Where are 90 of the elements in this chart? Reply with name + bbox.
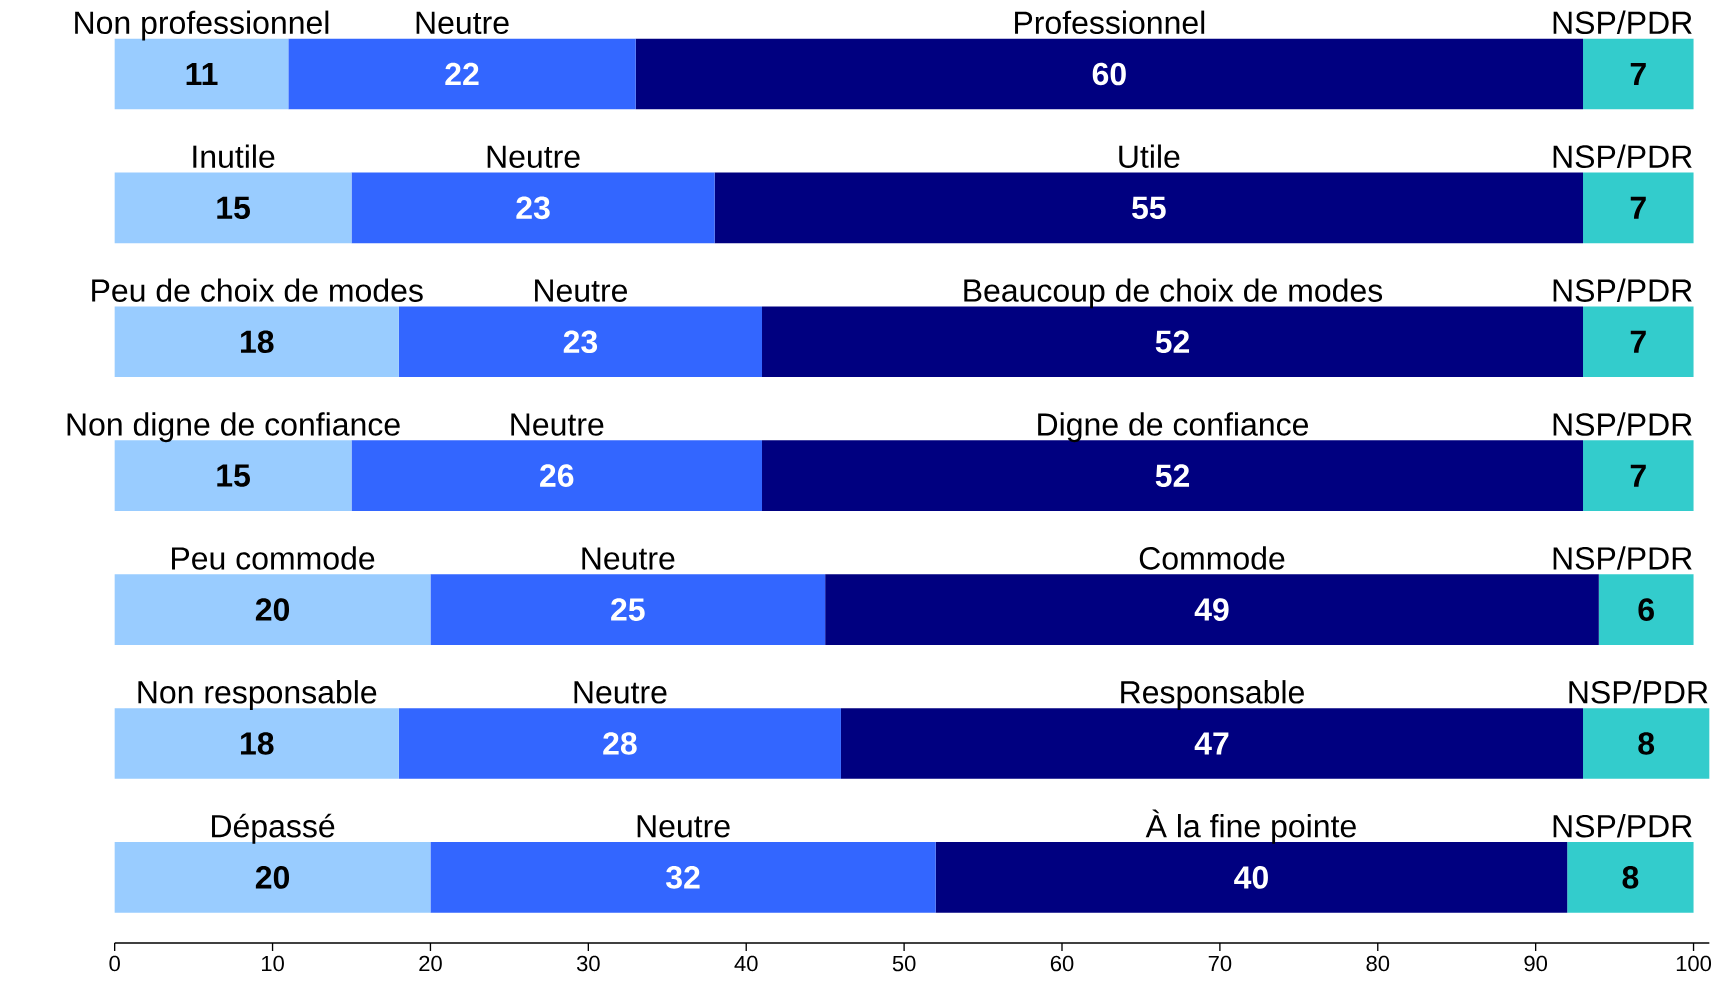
bar	[1598, 574, 1694, 645]
x-tick-label: 40	[734, 955, 758, 972]
data-label: 32	[666, 866, 700, 889]
annotation: Neutre	[535, 279, 628, 302]
data-label: 7	[1630, 464, 1646, 487]
bar	[430, 574, 826, 645]
data-label: 8	[1638, 732, 1655, 755]
bar	[635, 38, 1584, 110]
bar	[1567, 842, 1694, 913]
data-label: 40	[1234, 866, 1268, 889]
bar	[351, 172, 715, 244]
bar	[714, 172, 1584, 244]
bar	[114, 306, 399, 378]
annotation: Neutre	[416, 11, 509, 35]
data-label: 55	[1132, 196, 1166, 220]
annotation: Commode	[1139, 546, 1285, 570]
data-label: 15	[217, 196, 250, 220]
bar	[398, 708, 841, 779]
annotation: Non professionnel	[75, 10, 329, 41]
bar	[1583, 708, 1710, 779]
annotation: Non responsable	[138, 680, 377, 710]
data-label: 8	[1622, 866, 1639, 889]
annotation: Responsable	[1121, 680, 1304, 710]
bar	[114, 574, 431, 645]
data-label: 49	[1194, 598, 1229, 621]
bar	[398, 306, 763, 378]
data-label: 7	[1630, 62, 1646, 85]
bar	[825, 574, 1599, 645]
x-tick-label: 80	[1366, 955, 1390, 972]
annotation: Neutre	[574, 681, 667, 704]
x-tick-label: 10	[262, 955, 284, 972]
data-label: 23	[516, 196, 550, 220]
data-label: 60	[1092, 62, 1126, 86]
bar	[114, 708, 399, 779]
bar	[1583, 440, 1694, 512]
annotation: Non digne de confiance	[67, 412, 400, 443]
annotation: Professionnel	[1015, 10, 1205, 35]
bar	[114, 172, 352, 244]
data-label: 28	[603, 732, 637, 755]
data-label: 6	[1638, 598, 1654, 621]
bar	[1583, 38, 1694, 110]
data-label: 52	[1155, 330, 1190, 354]
x-tick-label: 0	[109, 955, 120, 972]
x-tick-label: 50	[892, 955, 916, 972]
x-tick-label: 100	[1676, 955, 1712, 972]
annotation: NSP/PDR	[1553, 278, 1692, 302]
annotation: Neutre	[637, 815, 730, 838]
annotation: Peu commode	[172, 546, 375, 570]
bar	[430, 842, 936, 913]
data-label: 25	[611, 598, 645, 621]
annotation: NSP/PDR	[1553, 10, 1692, 35]
data-label: 18	[240, 732, 274, 755]
data-label: 52	[1155, 464, 1190, 487]
annotation: NSP/PDR	[1553, 546, 1692, 570]
bar	[840, 708, 1584, 779]
annotation: Beaucoup de choix de modes	[964, 278, 1383, 309]
annotation: NSP/PDR	[1553, 412, 1692, 436]
x-tick-label: 70	[1208, 955, 1232, 972]
bar	[114, 842, 431, 913]
annotation: NSP/PDR	[1553, 814, 1692, 838]
bar	[1583, 172, 1694, 244]
annotation: À la fine pointe	[1145, 809, 1356, 844]
data-label: 47	[1194, 732, 1229, 755]
x-tick-label: 20	[419, 955, 442, 972]
annotation: NSP/PDR	[1553, 144, 1692, 168]
annotation: Neutre	[511, 413, 604, 436]
annotation: Digne de confiance	[1038, 412, 1308, 443]
data-label: 11	[186, 62, 218, 85]
x-tick-label: 90	[1524, 955, 1548, 972]
data-label: 20	[255, 598, 290, 621]
bar	[935, 842, 1568, 913]
x-tick-label: 30	[576, 955, 600, 972]
data-label: 20	[255, 866, 290, 889]
data-label: 15	[217, 464, 250, 487]
bar	[351, 440, 763, 512]
annotation: Utile	[1119, 144, 1180, 168]
bar	[1583, 306, 1694, 378]
data-label: 26	[540, 464, 574, 487]
data-label: 23	[563, 330, 598, 354]
x-tick-label: 60	[1050, 955, 1074, 972]
data-label: 7	[1630, 196, 1646, 219]
data-label: 18	[240, 330, 274, 354]
annotation: Inutile	[193, 144, 275, 168]
data-label: 7	[1630, 330, 1646, 353]
annotation: Neutre	[582, 547, 675, 570]
data-label: 22	[445, 62, 479, 86]
annotation: Neutre	[487, 145, 580, 168]
annotation: Peu de choix de modes	[92, 278, 423, 302]
annotation: Dépassé	[212, 813, 335, 844]
annotation: NSP/PDR	[1569, 680, 1708, 704]
